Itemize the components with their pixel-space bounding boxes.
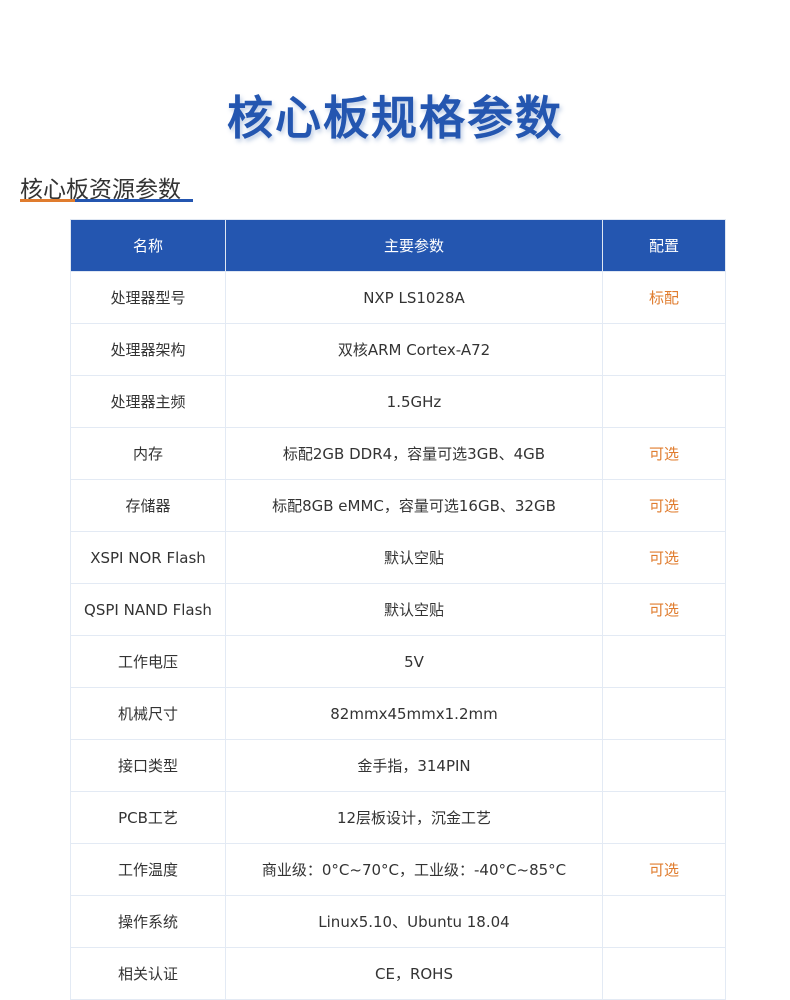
cell-config: 可选 bbox=[602, 583, 726, 636]
cell-config bbox=[602, 791, 726, 844]
cell-params: 标配2GB DDR4，容量可选3GB、4GB bbox=[225, 427, 603, 480]
cell-name: 接口类型 bbox=[70, 739, 226, 792]
cell-params: NXP LS1028A bbox=[225, 271, 603, 324]
table-row: PCB工艺 12层板设计，沉金工艺 bbox=[70, 791, 726, 844]
table-row: 接口类型 金手指，314PIN bbox=[70, 739, 726, 792]
cell-name: 机械尺寸 bbox=[70, 687, 226, 740]
table-row: 处理器主频 1.5GHz bbox=[70, 375, 726, 428]
cell-params: 1.5GHz bbox=[225, 375, 603, 428]
table-row: 工作温度 商业级：0°C~70°C，工业级：-40°C~85°C 可选 bbox=[70, 843, 726, 896]
cell-params: 商业级：0°C~70°C，工业级：-40°C~85°C bbox=[225, 843, 603, 896]
cell-config bbox=[602, 947, 726, 1000]
spec-table: 名称 主要参数 配置 处理器型号 NXP LS1028A 标配 处理器架构 双核ARM … bbox=[70, 219, 726, 1000]
cell-params: 双核ARM Cortex-A72 bbox=[225, 323, 603, 376]
cell-config bbox=[602, 375, 726, 428]
table-row: 操作系统 Linux5.10、Ubuntu 18.04 bbox=[70, 895, 726, 948]
cell-name: 处理器主频 bbox=[70, 375, 226, 428]
cell-params: 5V bbox=[225, 635, 603, 688]
table-row: 处理器架构 双核ARM Cortex-A72 bbox=[70, 323, 726, 376]
page-title: 核心板规格参数 bbox=[227, 91, 563, 145]
cell-config bbox=[602, 687, 726, 740]
cell-config: 标配 bbox=[602, 271, 726, 324]
cell-name: 工作温度 bbox=[70, 843, 226, 896]
table-row: QSPI NAND Flash 默认空贴 可选 bbox=[70, 583, 726, 636]
cell-params: 默认空贴 bbox=[225, 531, 603, 584]
table-row: 相关认证 CE，ROHS bbox=[70, 947, 726, 1000]
cell-params: 金手指，314PIN bbox=[225, 739, 603, 792]
cell-name: 处理器型号 bbox=[70, 271, 226, 324]
table-row: 存储器 标配8GB eMMC，容量可选16GB、32GB 可选 bbox=[70, 479, 726, 532]
cell-params: 标配8GB eMMC，容量可选16GB、32GB bbox=[225, 479, 603, 532]
cell-name: XSPI NOR Flash bbox=[70, 531, 226, 584]
heading-underline-blue bbox=[75, 199, 193, 202]
cell-name: 相关认证 bbox=[70, 947, 226, 1000]
cell-config: 可选 bbox=[602, 531, 726, 584]
cell-params: CE，ROHS bbox=[225, 947, 603, 1000]
cell-name: PCB工艺 bbox=[70, 791, 226, 844]
table-row: 机械尺寸 82mmx45mmx1.2mm bbox=[70, 687, 726, 740]
cell-config bbox=[602, 739, 726, 792]
cell-name: QSPI NAND Flash bbox=[70, 583, 226, 636]
table-row: 内存 标配2GB DDR4，容量可选3GB、4GB 可选 bbox=[70, 427, 726, 480]
cell-config: 可选 bbox=[602, 427, 726, 480]
header-config: 配置 bbox=[602, 219, 726, 272]
cell-params: 默认空贴 bbox=[225, 583, 603, 636]
section-heading: 核心板资源参数 bbox=[20, 177, 181, 203]
cell-config bbox=[602, 895, 726, 948]
header-name: 名称 bbox=[70, 219, 226, 272]
table-row: 工作电压 5V bbox=[70, 635, 726, 688]
cell-config bbox=[602, 635, 726, 688]
cell-name: 操作系统 bbox=[70, 895, 226, 948]
table-row: 处理器型号 NXP LS1028A 标配 bbox=[70, 271, 726, 324]
table-header-row: 名称 主要参数 配置 bbox=[70, 219, 726, 272]
cell-config: 可选 bbox=[602, 843, 726, 896]
cell-config: 可选 bbox=[602, 479, 726, 532]
cell-name: 内存 bbox=[70, 427, 226, 480]
cell-name: 存储器 bbox=[70, 479, 226, 532]
cell-config bbox=[602, 323, 726, 376]
cell-params: 82mmx45mmx1.2mm bbox=[225, 687, 603, 740]
cell-name: 工作电压 bbox=[70, 635, 226, 688]
cell-params: 12层板设计，沉金工艺 bbox=[225, 791, 603, 844]
header-params: 主要参数 bbox=[225, 219, 603, 272]
cell-name: 处理器架构 bbox=[70, 323, 226, 376]
table-row: XSPI NOR Flash 默认空贴 可选 bbox=[70, 531, 726, 584]
heading-underline-orange bbox=[20, 199, 75, 202]
cell-params: Linux5.10、Ubuntu 18.04 bbox=[225, 895, 603, 948]
